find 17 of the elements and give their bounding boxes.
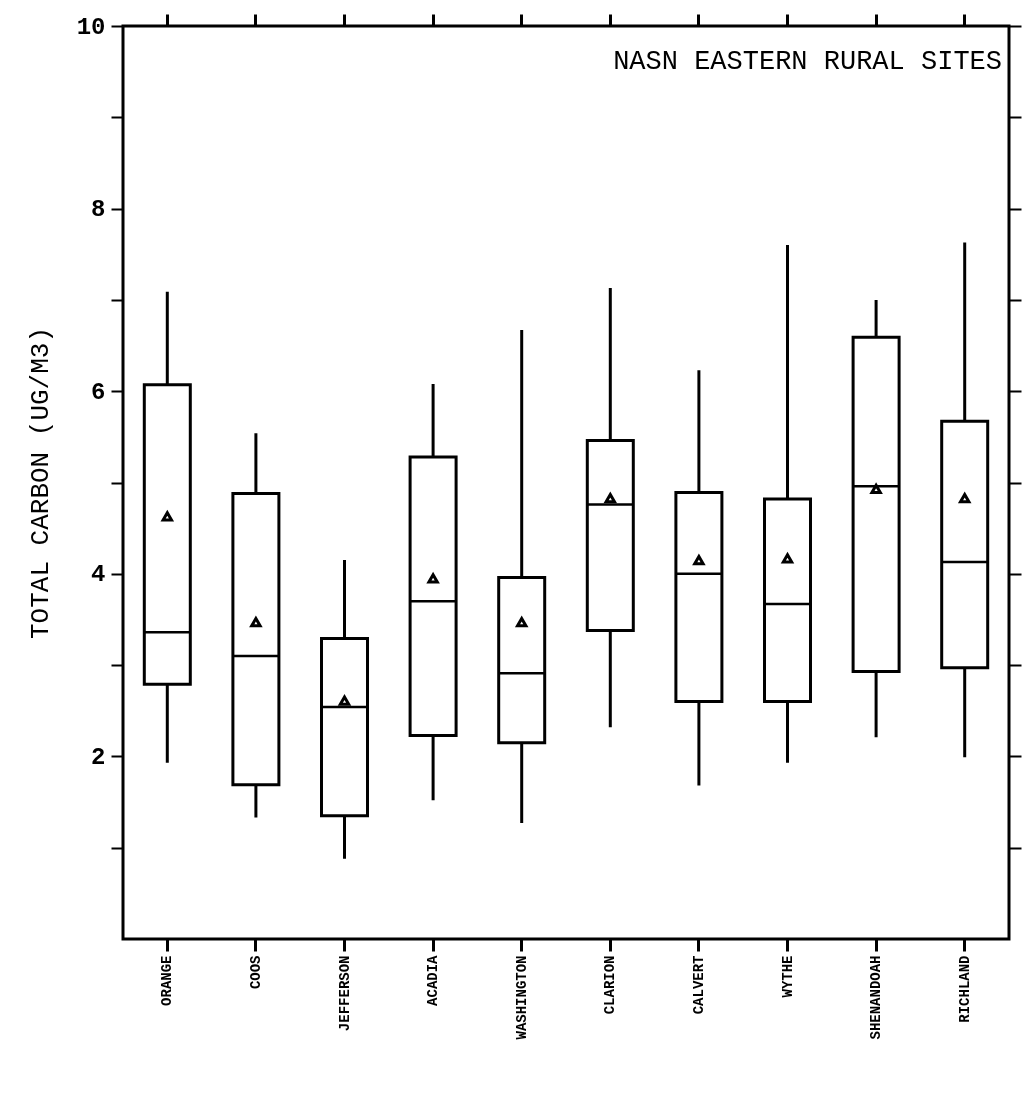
x-tick-label: JEFFERSON bbox=[336, 955, 353, 1032]
x-tick-label: ACADIA bbox=[425, 954, 442, 1006]
text: NASN EASTERN RURAL SITES bbox=[613, 46, 1002, 77]
y-axis-title: TOTAL CARBON (UG/M3) bbox=[25, 326, 56, 640]
x-tick-label: CLARION bbox=[602, 955, 619, 1015]
y-tick-label: 8 bbox=[91, 196, 106, 224]
x-tick-label: RICHLAND bbox=[956, 955, 973, 1023]
x-tick-label: CALVERT bbox=[690, 955, 707, 1015]
y-tick-label: 10 bbox=[76, 13, 106, 41]
x-tick-label: WASHINGTON bbox=[513, 955, 530, 1040]
x-tick-label: COOS bbox=[247, 955, 264, 990]
y-tick-label: 6 bbox=[91, 378, 106, 406]
y-tick-label: 4 bbox=[91, 561, 106, 589]
y-tick-label: 2 bbox=[91, 743, 106, 771]
x-tick-label: SHENANDOAH bbox=[868, 955, 885, 1040]
x-tick-label: WYTHE bbox=[779, 955, 796, 998]
x-tick-label: ORANGE bbox=[159, 955, 176, 1006]
